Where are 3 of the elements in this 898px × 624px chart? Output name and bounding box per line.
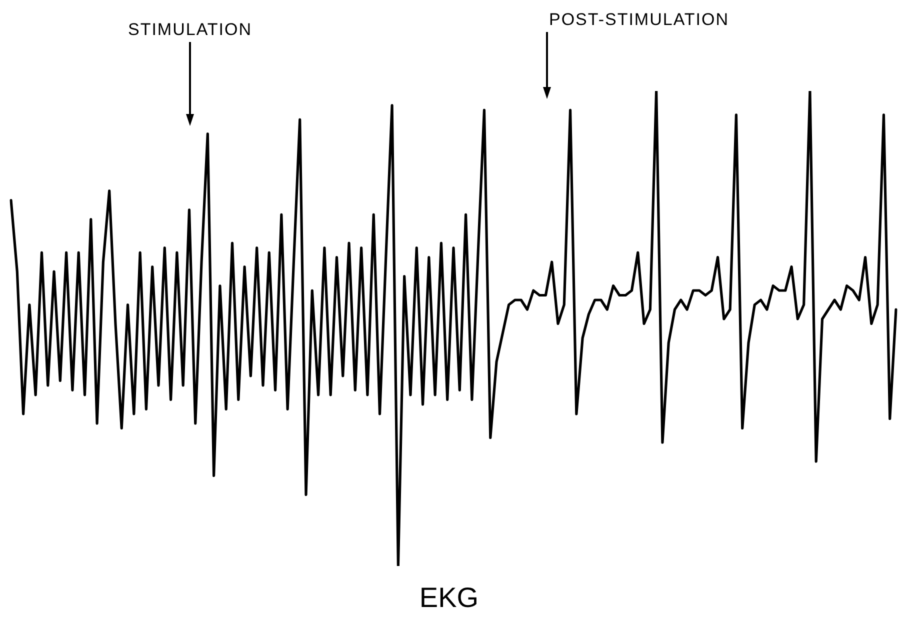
text: STIMULATION [128, 20, 252, 40]
text: POST-STIMULATION [548, 10, 730, 30]
text: EKG [418, 582, 480, 614]
